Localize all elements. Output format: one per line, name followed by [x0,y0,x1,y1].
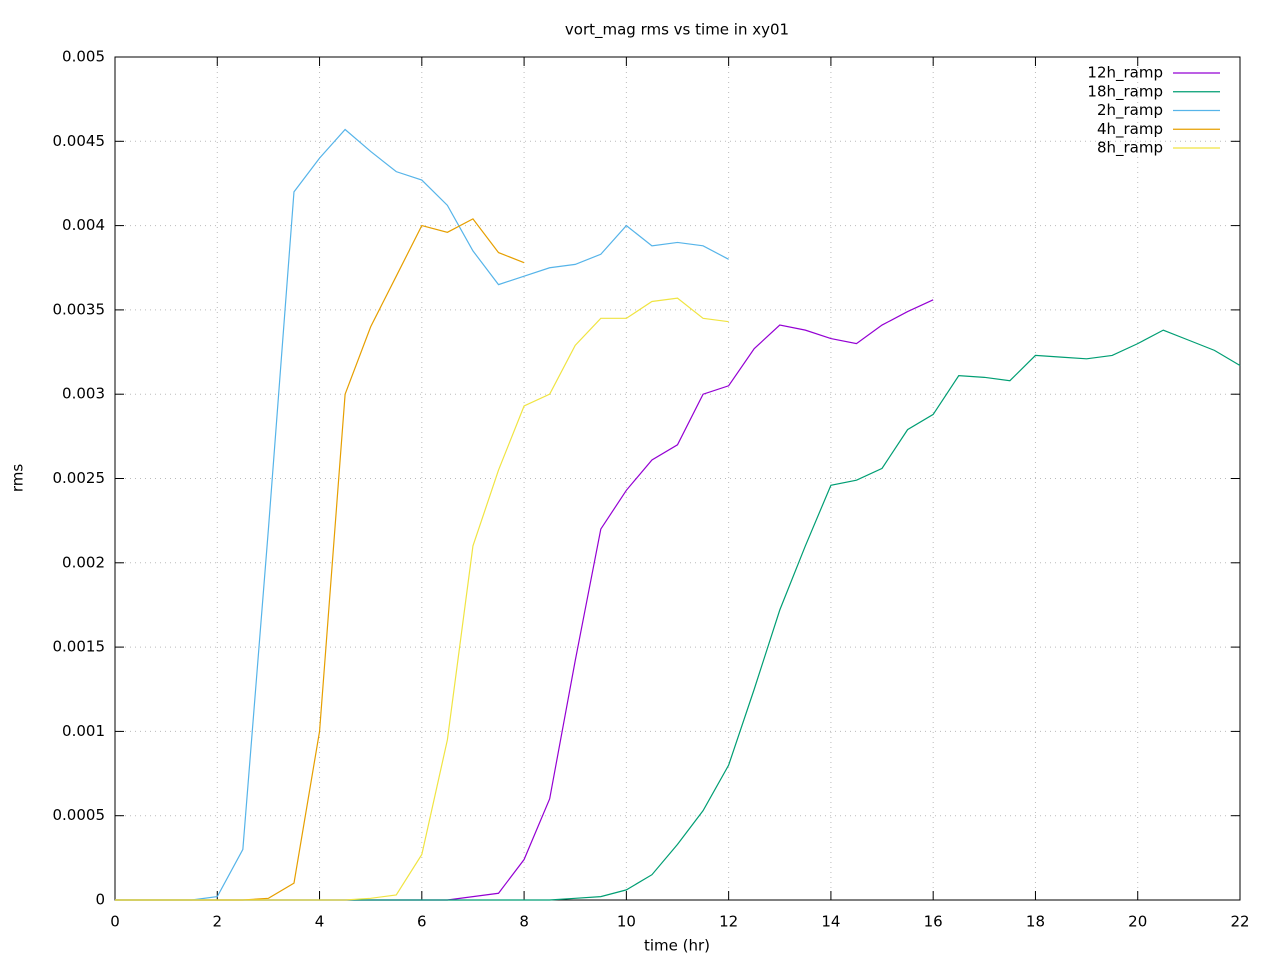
y-tick-label: 0.003 [62,385,105,403]
y-tick-label: 0.0045 [53,132,106,150]
x-tick-label: 6 [417,913,427,931]
x-tick-label: 0 [110,913,120,931]
series-line [115,297,729,901]
legend-label: 18h_ramp [1087,82,1163,101]
y-tick-label: 0.002 [62,553,105,571]
x-tick-label: 4 [315,913,325,931]
y-tick-label: 0.004 [62,216,105,234]
x-tick-label: 16 [924,913,943,931]
chart-title: vort_mag rms vs time in xy01 [565,21,789,40]
x-axis-label: time (hr) [644,937,710,955]
plot-border [114,56,1241,901]
x-tick-label: 22 [1230,913,1249,931]
x-tick-label: 8 [519,913,529,931]
x-tick-label: 2 [212,913,222,931]
x-tick-label: 14 [821,913,840,931]
y-tick-label: 0.0015 [53,638,106,656]
y-tick-label: 0.0025 [53,469,106,487]
series-line [115,128,729,901]
legend-label: 2h_ramp [1097,101,1163,120]
x-tick-label: 12 [719,913,738,931]
y-tick-label: 0.0035 [53,300,106,318]
y-axis-label: rms [9,464,27,493]
x-tick-label: 18 [1026,913,1045,931]
y-tick-label: 0.005 [62,48,105,66]
y-tick-label: 0 [95,891,105,909]
x-tick-label: 10 [617,913,636,931]
y-tick-label: 0.001 [62,722,105,740]
y-tick-label: 0.0005 [53,806,106,824]
legend-label: 12h_ramp [1087,64,1163,83]
x-tick-label: 20 [1128,913,1147,931]
legend-label: 8h_ramp [1097,139,1163,158]
legend-label: 4h_ramp [1097,120,1163,139]
